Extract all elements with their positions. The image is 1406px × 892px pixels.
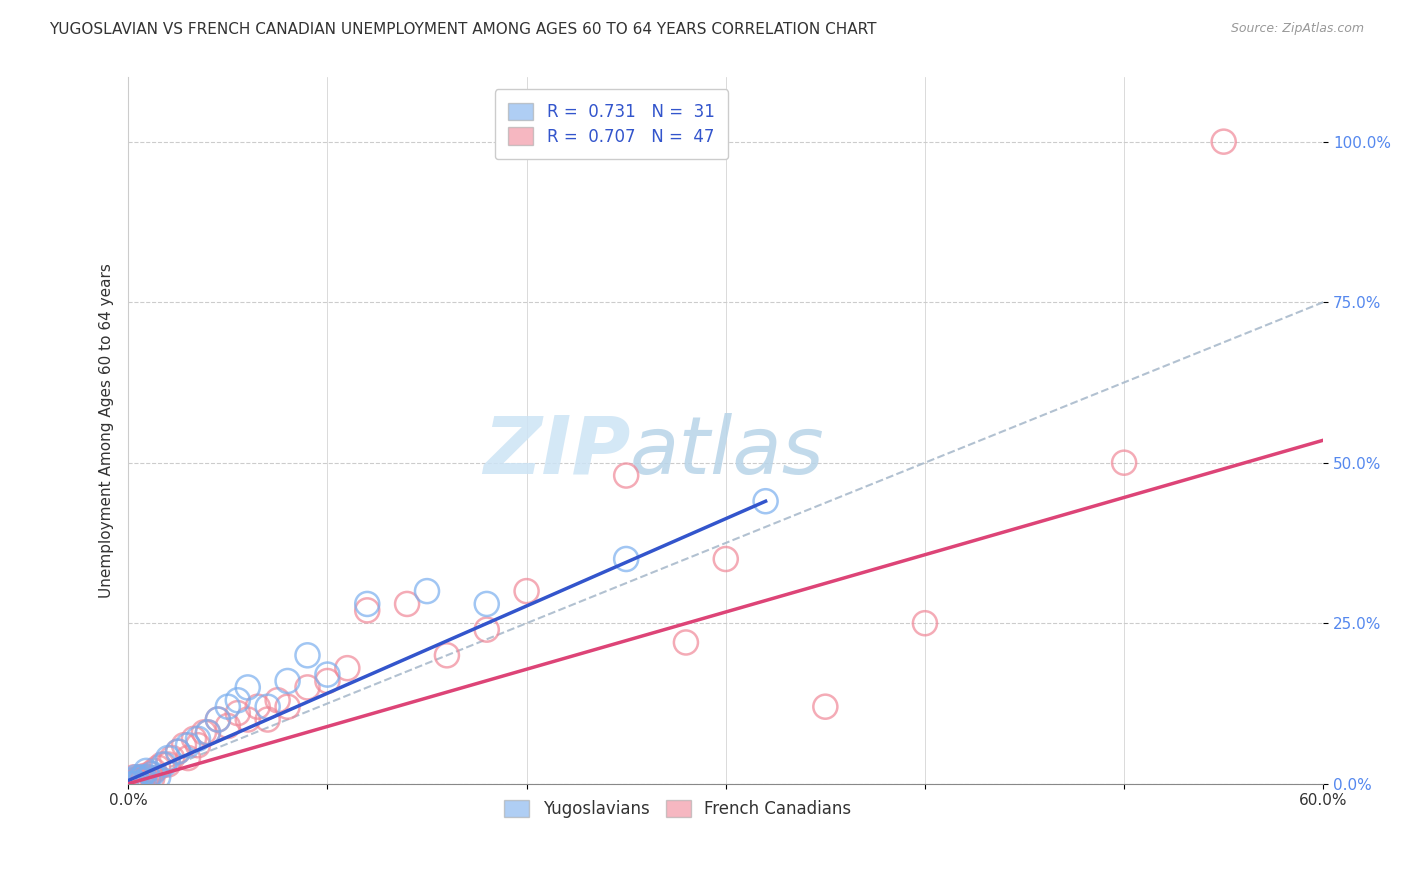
Point (131, 770, 153, 784)
Point (436, 648, 458, 663)
Point (167, 745, 190, 759)
Point (122, 770, 145, 784)
Point (125, 773, 148, 788)
Point (914, 616, 936, 631)
Point (120, 777, 142, 791)
Point (226, 706, 249, 720)
Legend: Yugoslavians, French Canadians: Yugoslavians, French Canadians (498, 793, 858, 825)
Point (134, 769, 156, 783)
Point (217, 719, 239, 733)
Point (135, 772, 157, 786)
Point (416, 584, 439, 599)
Point (153, 757, 176, 772)
Point (122, 777, 145, 791)
Point (167, 745, 190, 759)
Point (121, 773, 143, 788)
Point (336, 661, 359, 675)
Point (516, 584, 538, 599)
Point (256, 699, 278, 714)
Y-axis label: Unemployment Among Ages 60 to 64 years: Unemployment Among Ages 60 to 64 years (100, 263, 114, 598)
Point (475, 623, 498, 637)
Point (177, 738, 200, 752)
Point (135, 764, 157, 778)
Point (475, 597, 498, 611)
Point (129, 772, 152, 786)
Point (297, 681, 319, 695)
Point (160, 751, 183, 765)
Point (127, 777, 149, 791)
Point (150, 757, 173, 772)
Point (136, 770, 159, 784)
Point (129, 770, 152, 784)
Text: YUGOSLAVIAN VS FRENCH CANADIAN UNEMPLOYMENT AMONG AGES 60 TO 64 YEARS CORRELATIO: YUGOSLAVIAN VS FRENCH CANADIAN UNEMPLOYM… (49, 22, 877, 37)
Point (277, 699, 299, 714)
Point (207, 713, 229, 727)
Point (236, 713, 259, 727)
Point (266, 693, 288, 707)
Text: atlas: atlas (630, 413, 825, 491)
Point (316, 667, 339, 681)
Point (1212, 135, 1234, 149)
Point (157, 757, 180, 772)
Point (187, 738, 209, 752)
Point (614, 552, 637, 566)
Point (141, 772, 163, 786)
Point (125, 770, 148, 784)
Point (297, 648, 319, 663)
Point (146, 761, 169, 775)
Point (755, 494, 778, 508)
Point (131, 773, 153, 788)
Point (134, 773, 156, 788)
Point (127, 772, 149, 786)
Point (316, 673, 339, 688)
Point (356, 603, 378, 617)
Point (146, 770, 169, 784)
Point (120, 777, 142, 791)
Point (675, 635, 697, 649)
Point (356, 597, 378, 611)
Point (277, 673, 299, 688)
Point (226, 693, 249, 707)
Point (173, 738, 195, 752)
Point (814, 699, 837, 714)
Point (143, 764, 166, 778)
Point (1114, 456, 1136, 470)
Text: Source: ZipAtlas.com: Source: ZipAtlas.com (1230, 22, 1364, 36)
Point (157, 751, 180, 765)
Point (614, 468, 637, 483)
Point (121, 773, 143, 788)
Point (256, 713, 278, 727)
Point (197, 725, 219, 739)
Point (139, 767, 162, 781)
Point (141, 767, 163, 781)
Point (197, 725, 219, 739)
Text: ZIP: ZIP (482, 413, 630, 491)
Point (183, 731, 205, 746)
Point (714, 552, 737, 566)
Point (246, 699, 269, 714)
Point (236, 681, 259, 695)
Point (193, 725, 215, 739)
Point (217, 699, 239, 714)
Point (177, 751, 200, 765)
Point (136, 770, 159, 784)
Point (207, 713, 229, 727)
Point (396, 597, 419, 611)
Point (187, 731, 209, 746)
